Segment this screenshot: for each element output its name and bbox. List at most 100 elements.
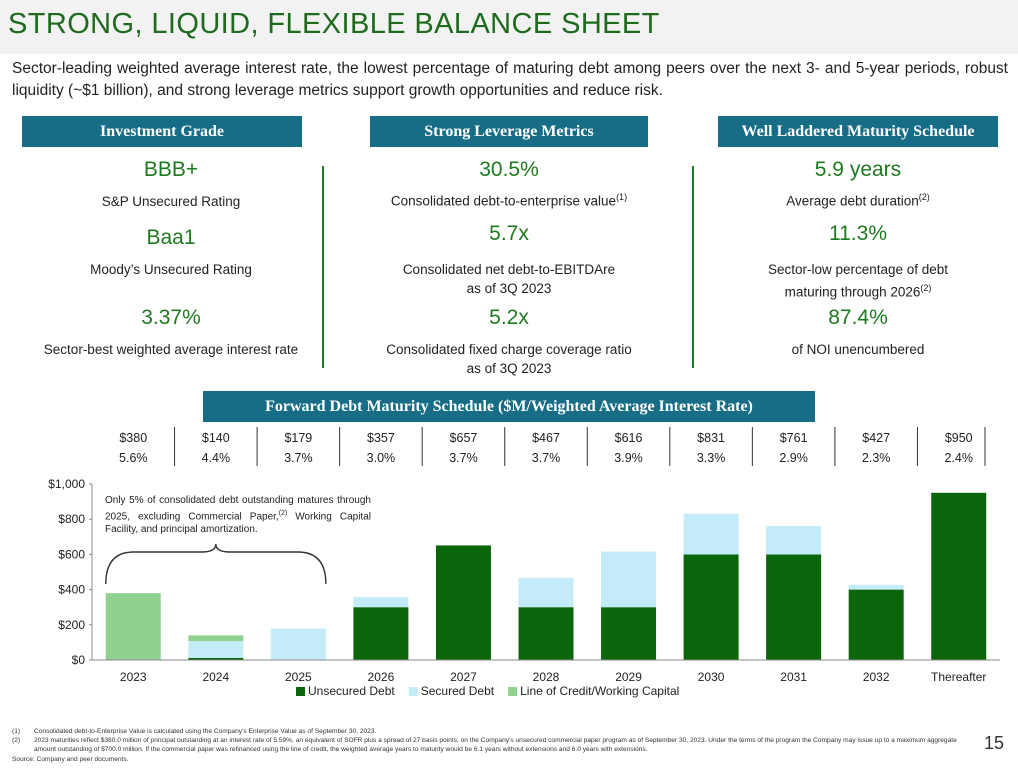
leverage-metrics-column: 30.5% Consolidated debt-to-enterprise va… bbox=[342, 150, 676, 380]
interest-rate-label: Sector-best weighted average interest ra… bbox=[43, 342, 299, 357]
maturity-rate-2025: 3.7% bbox=[284, 451, 313, 465]
footnote-1: (1) Consolidated debt-to-Enterprise Value… bbox=[12, 728, 377, 735]
x-tick-label: 2026 bbox=[368, 670, 395, 684]
maturity-total-2023: $380 bbox=[119, 431, 147, 445]
bar-2030-unsecured-debt bbox=[683, 554, 739, 660]
maturity-rate-2031: 2.9% bbox=[779, 451, 808, 465]
maturity-total-2024: $140 bbox=[202, 431, 230, 445]
bar-2030-secured-debt bbox=[683, 513, 739, 555]
source-note: Source: Company and peer documents. bbox=[12, 755, 129, 763]
maturity-total-2032: $427 bbox=[862, 431, 890, 445]
bar-2024-unsecured-debt bbox=[188, 657, 244, 660]
y-tick-label: $600 bbox=[58, 547, 85, 561]
title-bar: STRONG, LIQUID, FLEXIBLE BALANCE SHEET bbox=[0, 0, 1018, 54]
maturity-schedule-heading: Well Laddered Maturity Schedule bbox=[718, 116, 998, 147]
maturity-rate-2028: 3.7% bbox=[532, 451, 561, 465]
sp-rating-label: S&P Unsecured Rating bbox=[101, 194, 241, 209]
bar-2029-secured-debt bbox=[601, 551, 657, 608]
maturity-rate-2029: 3.9% bbox=[614, 451, 643, 465]
divider-right bbox=[692, 166, 694, 368]
bar-2031-secured-debt bbox=[766, 526, 822, 555]
y-tick-label: $400 bbox=[58, 583, 85, 597]
maturity-labels: $380 5.6% $140 4.4% $179 3.7% $357 3.0% $657 3.7%… bbox=[119, 427, 986, 466]
brace bbox=[105, 543, 327, 585]
x-axis: 2023 2024 2025 2026 2027 2028 2029 2030 2031 2032… bbox=[92, 659, 1000, 684]
debt-duration-value: 5.9 years bbox=[814, 158, 902, 181]
legend-swatch bbox=[508, 687, 518, 696]
maturity-total-Thereafter: $950 bbox=[945, 431, 973, 445]
y-tick-label: $800 bbox=[58, 512, 85, 526]
debt-duration-label: Average debt duration(2) bbox=[786, 192, 930, 209]
sp-rating-value: BBB+ bbox=[143, 158, 199, 181]
debt-maturity-chart: $380 5.6% $140 4.4% $179 3.7% $357 3.0% $657 3.7%… bbox=[48, 427, 1000, 698]
bar-2027-unsecured-debt bbox=[435, 545, 491, 660]
bar-2024-secured-debt bbox=[188, 641, 244, 658]
noi-unencumbered-value: 87.4% bbox=[828, 306, 888, 329]
fixed-charge-label: Consolidated fixed charge coverage ratio… bbox=[386, 342, 632, 376]
y-axis: $0 $200 $400 $600 $800 $1,000 bbox=[48, 477, 93, 667]
x-tick-label: 2027 bbox=[450, 670, 477, 684]
legend-label: Line of Credit/Working Capital bbox=[520, 684, 679, 698]
noi-unencumbered-label: of NOI unencumbered bbox=[791, 342, 925, 357]
bar-2025-secured-debt bbox=[270, 628, 326, 660]
moodys-rating-label: Moody’s Unsecured Rating bbox=[90, 262, 252, 277]
maturing-debt-label: Sector-low percentage of debt maturing th… bbox=[767, 262, 949, 300]
interest-rate-value: 3.37% bbox=[141, 306, 201, 329]
maturity-rate-2030: 3.3% bbox=[697, 451, 726, 465]
divider-left bbox=[322, 166, 324, 368]
maturity-rate-2032: 2.3% bbox=[862, 451, 891, 465]
bar-2023-line-of-credit-working-capital bbox=[105, 593, 161, 660]
maturity-schedule-column: 5.9 years Average debt duration(2) 11.3%… bbox=[700, 150, 1016, 380]
legend-swatch bbox=[296, 687, 305, 696]
x-tick-label: 2025 bbox=[285, 670, 312, 684]
maturity-total-2028: $467 bbox=[532, 431, 560, 445]
x-tick-label: Thereafter bbox=[931, 670, 986, 684]
maturity-rate-2023: 5.6% bbox=[119, 451, 148, 465]
forward-maturity-heading: Forward Debt Maturity Schedule ($M/Weigh… bbox=[203, 391, 815, 422]
maturity-rate-2024: 4.4% bbox=[202, 451, 231, 465]
bar-2032-unsecured-debt bbox=[848, 589, 904, 660]
y-tick-label: $200 bbox=[58, 618, 85, 632]
bar-2031-unsecured-debt bbox=[766, 554, 822, 660]
net-debt-ebitda-label: Consolidated net debt-to-EBITDAre as of 3… bbox=[402, 262, 616, 296]
debt-to-ev-label: Consolidated debt-to-enterprise value(1) bbox=[390, 192, 628, 209]
bars bbox=[105, 492, 987, 660]
legend-label: Secured Debt bbox=[421, 684, 495, 698]
maturity-total-2025: $179 bbox=[284, 431, 312, 445]
legend: Unsecured Debt Secured Debt Line of Credit… bbox=[296, 684, 679, 698]
footnotes: (1) Consolidated debt-to-Enterprise Value… bbox=[12, 727, 980, 764]
fixed-charge-value: 5.2x bbox=[489, 306, 529, 329]
maturity-total-2026: $357 bbox=[367, 431, 395, 445]
net-debt-ebitda-value: 5.7x bbox=[489, 222, 529, 245]
x-tick-label: 2032 bbox=[863, 670, 890, 684]
bar-2028-unsecured-debt bbox=[518, 607, 574, 660]
x-tick-label: 2028 bbox=[533, 670, 560, 684]
x-tick-label: 2029 bbox=[615, 670, 642, 684]
bar-2026-unsecured-debt bbox=[353, 607, 409, 660]
bar-2029-unsecured-debt bbox=[601, 607, 657, 660]
maturity-rate-2026: 3.0% bbox=[367, 451, 396, 465]
bar-2028-secured-debt bbox=[518, 577, 574, 608]
maturity-rate-2027: 3.7% bbox=[449, 451, 478, 465]
investment-grade-heading: Investment Grade bbox=[22, 116, 302, 147]
investment-grade-column: BBB+ S&P Unsecured Rating Baa1 Moody’s U… bbox=[0, 150, 342, 380]
bar-Thereafter-unsecured-debt bbox=[931, 492, 987, 660]
x-tick-label: 2030 bbox=[698, 670, 725, 684]
maturity-rate-Thereafter: 2.4% bbox=[944, 451, 973, 465]
x-tick-label: 2023 bbox=[120, 670, 147, 684]
maturity-total-2027: $657 bbox=[450, 431, 478, 445]
legend-swatch bbox=[408, 687, 418, 696]
maturity-total-2029: $616 bbox=[615, 431, 643, 445]
footnote-2: (2) 2023 maturities reflect $380.0 millio… bbox=[12, 737, 957, 754]
page-title: STRONG, LIQUID, FLEXIBLE BALANCE SHEET bbox=[8, 8, 660, 40]
page-subtitle: Sector-leading weighted average interest… bbox=[12, 60, 1008, 99]
page-number: 15 bbox=[984, 733, 1005, 753]
chart-annotation: Only 5% of consolidated debt outstanding… bbox=[105, 495, 371, 536]
moodys-rating-value: Baa1 bbox=[146, 226, 196, 249]
legend-label: Unsecured Debt bbox=[308, 684, 395, 698]
debt-to-ev-value: 30.5% bbox=[479, 158, 539, 181]
y-tick-label: $1,000 bbox=[48, 477, 85, 491]
bar-2026-secured-debt bbox=[353, 597, 409, 608]
x-tick-label: 2031 bbox=[780, 670, 807, 684]
leverage-metrics-heading: Strong Leverage Metrics bbox=[370, 116, 648, 147]
